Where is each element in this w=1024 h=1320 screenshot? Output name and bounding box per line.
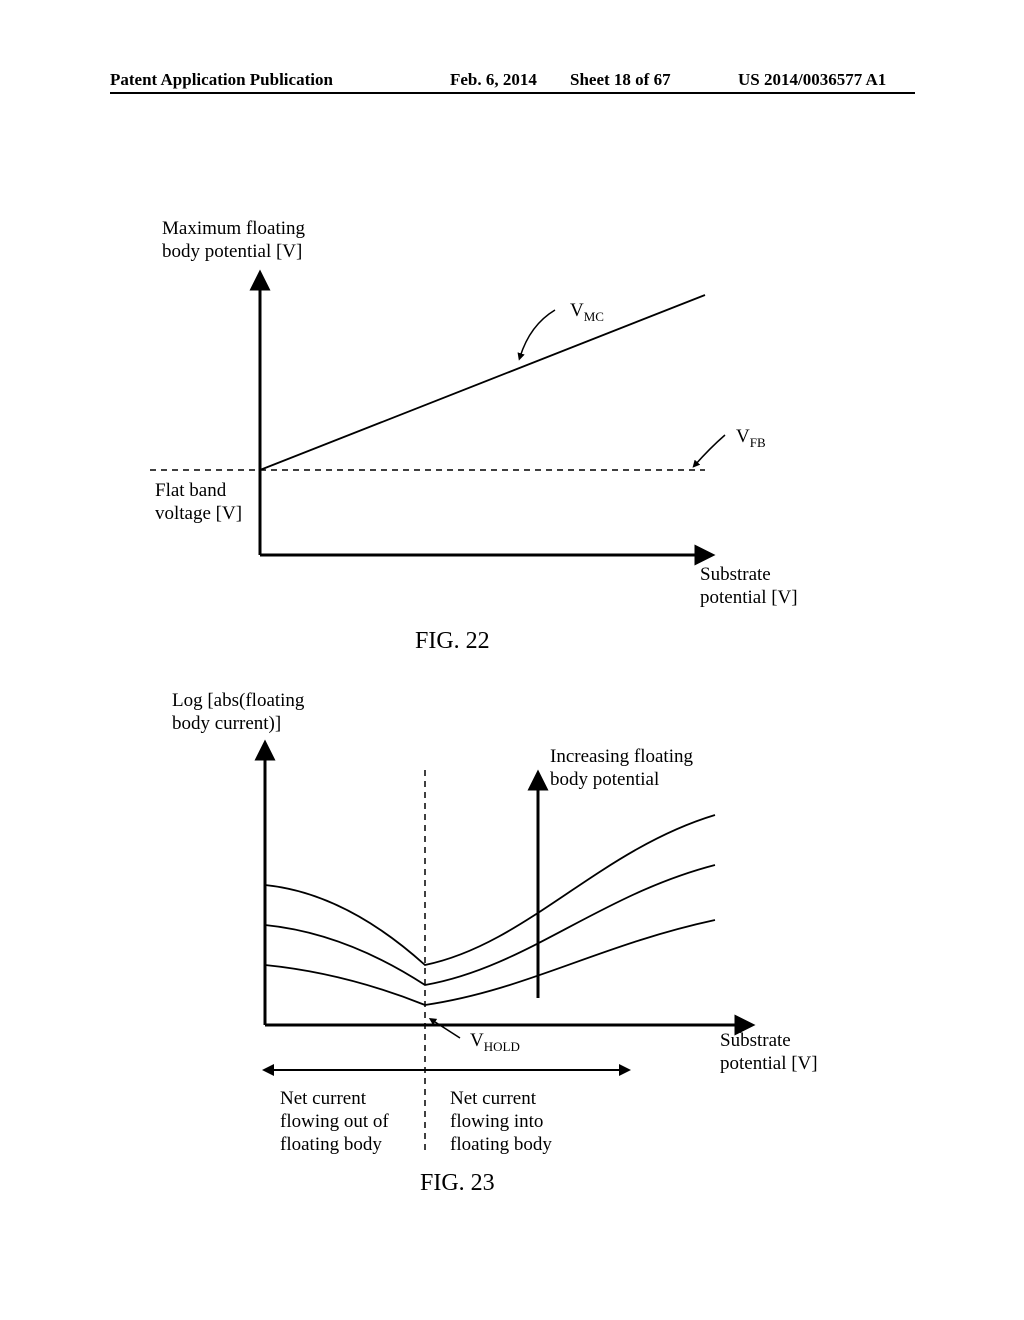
fig23-y-axis-label: Log [abs(floatingbody current)] <box>172 690 304 736</box>
fig23-vhold-label: VHOLD <box>470 1030 520 1054</box>
fig23-x-axis-label: Substratepotential [V] <box>720 1030 818 1076</box>
fig22-label: FIG. 22 <box>415 628 490 655</box>
fig22-vmc-label: VMC <box>570 300 604 324</box>
fig22-y-axis-label: Maximum floatingbody potential [V] <box>162 218 305 264</box>
sheet-number: Sheet 18 of 67 <box>570 70 671 90</box>
fig23-label: FIG. 23 <box>420 1170 495 1197</box>
pub-date: Feb. 6, 2014 <box>450 70 537 90</box>
fig23-net-in-label: Net currentflowing intofloating body <box>450 1088 552 1156</box>
header-rule <box>110 92 915 94</box>
fig22-x-axis-label: Substratepotential [V] <box>700 564 798 610</box>
fig22-flatband-label: Flat bandvoltage [V] <box>155 480 242 526</box>
pub-type: Patent Application Publication <box>110 70 333 90</box>
pub-number: US 2014/0036577 A1 <box>738 70 886 90</box>
fig22-vfb-label: VFB <box>736 426 766 450</box>
fig23-net-out-label: Net currentflowing out offloating body <box>280 1088 389 1156</box>
fig23-increasing-label: Increasing floatingbody potential <box>550 746 693 792</box>
